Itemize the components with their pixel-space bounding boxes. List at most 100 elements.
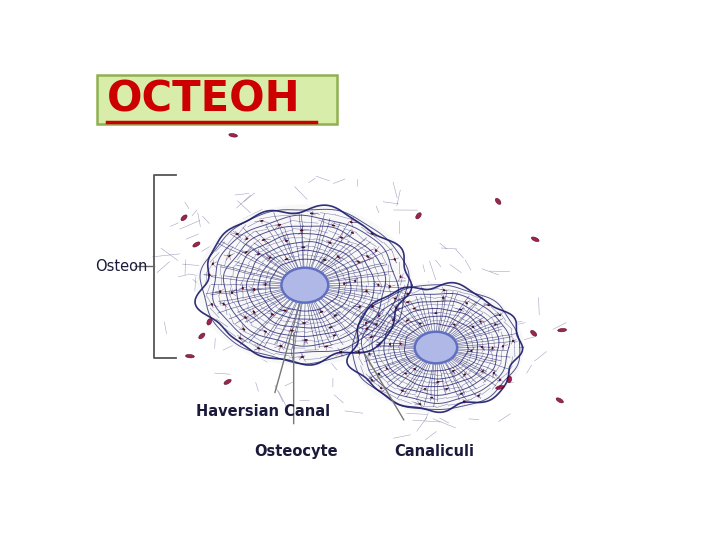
Ellipse shape (402, 390, 403, 391)
Ellipse shape (279, 346, 282, 347)
Ellipse shape (472, 326, 474, 328)
Ellipse shape (375, 249, 377, 252)
Ellipse shape (333, 335, 336, 336)
Ellipse shape (211, 303, 212, 306)
Ellipse shape (492, 347, 493, 349)
Ellipse shape (351, 232, 354, 233)
Ellipse shape (355, 280, 356, 282)
Ellipse shape (300, 230, 303, 231)
Ellipse shape (285, 240, 288, 241)
Ellipse shape (419, 403, 421, 404)
Ellipse shape (269, 257, 271, 259)
Ellipse shape (400, 276, 401, 278)
Ellipse shape (453, 324, 455, 325)
Text: Haversian Canal: Haversian Canal (196, 404, 330, 420)
Ellipse shape (334, 315, 336, 316)
Ellipse shape (223, 303, 225, 305)
Ellipse shape (380, 388, 382, 389)
Ellipse shape (359, 306, 361, 308)
Text: Osteocyte: Osteocyte (255, 444, 338, 459)
Ellipse shape (419, 323, 421, 324)
Ellipse shape (406, 320, 408, 321)
Text: Canaliculi: Canaliculi (394, 444, 474, 459)
Ellipse shape (325, 346, 328, 347)
Ellipse shape (224, 379, 231, 384)
Ellipse shape (323, 259, 326, 261)
Ellipse shape (482, 370, 483, 372)
Ellipse shape (424, 388, 426, 389)
Ellipse shape (236, 233, 238, 235)
Ellipse shape (379, 343, 380, 345)
Text: Osteon: Osteon (96, 259, 148, 274)
Ellipse shape (531, 330, 536, 336)
Ellipse shape (262, 239, 265, 240)
Ellipse shape (328, 242, 331, 244)
Ellipse shape (278, 224, 281, 225)
Ellipse shape (459, 309, 462, 310)
Circle shape (415, 332, 457, 363)
Ellipse shape (339, 351, 342, 353)
Ellipse shape (500, 379, 501, 381)
Ellipse shape (366, 290, 367, 292)
Ellipse shape (337, 256, 339, 258)
Ellipse shape (340, 237, 343, 238)
Ellipse shape (243, 328, 245, 330)
Ellipse shape (253, 288, 255, 291)
Ellipse shape (215, 118, 220, 124)
Ellipse shape (245, 252, 247, 253)
Ellipse shape (378, 284, 379, 286)
Ellipse shape (265, 284, 266, 286)
Ellipse shape (220, 291, 221, 293)
Ellipse shape (332, 225, 335, 226)
Ellipse shape (405, 373, 407, 374)
Ellipse shape (258, 253, 260, 255)
Ellipse shape (199, 333, 205, 339)
Ellipse shape (371, 233, 373, 234)
FancyBboxPatch shape (96, 75, 337, 124)
Circle shape (348, 282, 524, 413)
Ellipse shape (261, 220, 264, 221)
Ellipse shape (258, 348, 260, 349)
Ellipse shape (466, 302, 468, 303)
Ellipse shape (329, 327, 332, 328)
Ellipse shape (320, 311, 323, 312)
Text: ОСТЕОН: ОСТЕОН (107, 78, 300, 120)
Ellipse shape (415, 213, 421, 219)
Ellipse shape (431, 397, 433, 398)
Ellipse shape (285, 259, 288, 260)
Ellipse shape (471, 350, 472, 352)
Ellipse shape (245, 316, 246, 319)
Ellipse shape (407, 293, 409, 294)
Ellipse shape (407, 302, 409, 303)
Ellipse shape (507, 376, 512, 383)
Ellipse shape (394, 298, 396, 299)
Ellipse shape (369, 353, 370, 355)
Ellipse shape (495, 323, 496, 325)
Ellipse shape (464, 374, 466, 375)
Ellipse shape (463, 401, 465, 402)
Ellipse shape (302, 247, 305, 248)
Ellipse shape (310, 213, 313, 214)
Ellipse shape (443, 290, 445, 291)
Ellipse shape (366, 327, 368, 329)
Ellipse shape (358, 351, 359, 353)
Ellipse shape (253, 311, 255, 313)
Ellipse shape (389, 285, 390, 287)
Ellipse shape (284, 310, 287, 311)
Ellipse shape (358, 261, 359, 263)
Ellipse shape (366, 255, 369, 258)
Ellipse shape (231, 292, 233, 294)
Ellipse shape (343, 282, 345, 285)
Circle shape (197, 205, 413, 366)
Ellipse shape (372, 306, 373, 308)
Ellipse shape (350, 221, 353, 223)
Ellipse shape (305, 340, 307, 341)
Ellipse shape (495, 198, 501, 205)
Ellipse shape (495, 386, 504, 389)
Ellipse shape (209, 274, 210, 276)
Ellipse shape (207, 319, 212, 325)
Ellipse shape (477, 395, 480, 396)
Ellipse shape (452, 370, 454, 372)
Ellipse shape (186, 354, 194, 358)
Ellipse shape (378, 373, 379, 375)
